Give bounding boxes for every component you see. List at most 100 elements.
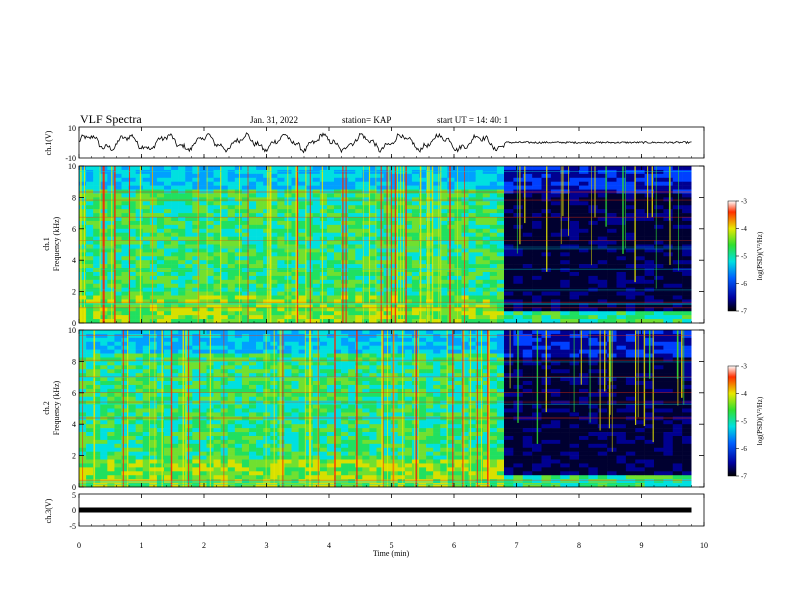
spectrogram-cell bbox=[644, 197, 655, 202]
spectrogram-cell bbox=[171, 319, 179, 324]
spectrogram-cell bbox=[635, 189, 645, 194]
spectrogram-cell bbox=[249, 333, 257, 339]
spectrogram-cell bbox=[305, 228, 314, 234]
spectrogram-cell bbox=[156, 189, 165, 194]
spectrogram-cell bbox=[93, 432, 101, 437]
spectrogram-cell bbox=[550, 283, 561, 288]
spectrogram-cell bbox=[326, 181, 335, 186]
spectrogram-cell bbox=[277, 279, 285, 285]
spectrogram-cell bbox=[397, 353, 406, 358]
spectrogram-cell bbox=[114, 248, 122, 253]
spectrogram-cell bbox=[114, 381, 122, 386]
spectrogram-cell bbox=[256, 248, 264, 253]
spectrogram-cell bbox=[663, 295, 674, 300]
spectrogram-cell bbox=[663, 256, 674, 261]
spectrogram-cell bbox=[234, 377, 243, 382]
spectrogram-cell bbox=[504, 271, 514, 277]
spectrogram-cell bbox=[341, 275, 349, 281]
spectrogram-cell bbox=[277, 169, 285, 175]
spectrogram-cell bbox=[334, 337, 342, 343]
spectrogram-cell bbox=[284, 396, 292, 401]
spectrogram-cell bbox=[397, 373, 406, 378]
spectrogram-cell bbox=[79, 173, 87, 179]
spectrogram-cell bbox=[348, 181, 356, 186]
spectrogram-cell bbox=[79, 236, 87, 241]
spectrogram-cell bbox=[178, 244, 186, 249]
spectrogram-cell bbox=[86, 169, 94, 175]
spectrogram-cell bbox=[277, 232, 285, 237]
spectrogram-cell bbox=[114, 260, 122, 265]
spectrogram-cell bbox=[461, 224, 469, 230]
spectrogram-cell bbox=[541, 315, 552, 320]
spectrogram-cell bbox=[597, 299, 608, 304]
spectrogram-cell bbox=[475, 169, 484, 175]
spectrogram-cell bbox=[348, 256, 356, 261]
spectrogram-cell bbox=[256, 432, 264, 437]
spectrogram-cell bbox=[263, 295, 271, 300]
spectrogram-cell bbox=[376, 307, 384, 312]
spectrogram-cell bbox=[263, 213, 271, 218]
spectrogram-cell bbox=[468, 169, 476, 175]
spectrogram-cell bbox=[142, 404, 151, 409]
spectrogram-cell bbox=[192, 353, 200, 358]
spectrogram-cell bbox=[682, 319, 692, 324]
spectrogram-cell bbox=[312, 381, 321, 386]
spectrogram-cell bbox=[142, 330, 151, 335]
spectrogram-cell bbox=[319, 264, 328, 269]
spectrogram-cell bbox=[114, 353, 122, 358]
spectrogram-cell bbox=[185, 291, 193, 296]
spectrogram-cell bbox=[475, 349, 484, 354]
spectrogram-cell bbox=[249, 299, 257, 304]
spectrogram-cell bbox=[326, 307, 335, 312]
spectrogram-cell bbox=[654, 295, 664, 300]
spectrogram-cell bbox=[319, 424, 328, 429]
spectrogram-cell bbox=[86, 271, 94, 277]
spectrogram-cell bbox=[121, 315, 129, 320]
spectrogram-cell bbox=[682, 173, 692, 179]
spectrogram-cell bbox=[541, 307, 552, 312]
spectrogram-cell bbox=[164, 416, 172, 421]
spectrogram-cell bbox=[234, 373, 243, 378]
spectrogram-cell bbox=[461, 330, 469, 335]
spectrogram-cell bbox=[411, 248, 420, 253]
spectrogram-cell bbox=[468, 260, 476, 265]
spectrogram-cell bbox=[550, 319, 561, 324]
spectrogram-cell bbox=[454, 260, 462, 265]
spectrogram-cell bbox=[334, 420, 342, 425]
spectrogram-cell bbox=[362, 435, 370, 441]
spectrogram-cell bbox=[312, 260, 321, 265]
spectrogram-cell bbox=[128, 217, 136, 222]
spectrogram-cell bbox=[682, 193, 692, 198]
spectrogram-cell bbox=[156, 307, 165, 312]
spectrogram-cell bbox=[468, 217, 476, 222]
spectrogram-cell bbox=[560, 240, 570, 245]
spectrogram-cell bbox=[348, 264, 356, 269]
spectrogram-cell bbox=[107, 333, 115, 339]
spectrogram-cell bbox=[672, 311, 683, 316]
spectrogram-cell bbox=[334, 369, 342, 374]
freq-ytick-label: 8 bbox=[72, 193, 76, 202]
spectrogram-cell bbox=[93, 315, 101, 320]
spectrogram-cell bbox=[376, 244, 384, 249]
spectrogram-cell bbox=[616, 166, 627, 171]
spectrogram-cell bbox=[447, 236, 455, 241]
spectrogram-cell bbox=[390, 345, 399, 350]
spectrogram-cell bbox=[199, 365, 207, 370]
spectrogram-cell bbox=[513, 319, 524, 324]
spectrogram-cell bbox=[560, 264, 570, 269]
spectrogram-cell bbox=[682, 279, 692, 285]
spectrogram-cell bbox=[489, 197, 498, 202]
spectrogram-cell bbox=[579, 197, 589, 202]
spectrogram-cell bbox=[220, 315, 229, 320]
spectrogram-cell bbox=[579, 232, 589, 237]
spectrogram-cell bbox=[234, 432, 243, 437]
spectrogram-cell bbox=[447, 408, 455, 413]
spectrogram-cell bbox=[440, 264, 448, 269]
spectrogram-cell bbox=[504, 315, 514, 320]
spectrogram-cell bbox=[635, 244, 645, 249]
spectrogram-cell bbox=[284, 337, 292, 343]
spectrogram-cell bbox=[199, 240, 207, 245]
spectrogram-cell bbox=[447, 330, 455, 335]
spectrogram-cell bbox=[672, 252, 683, 257]
spectrogram-cell bbox=[433, 264, 441, 269]
